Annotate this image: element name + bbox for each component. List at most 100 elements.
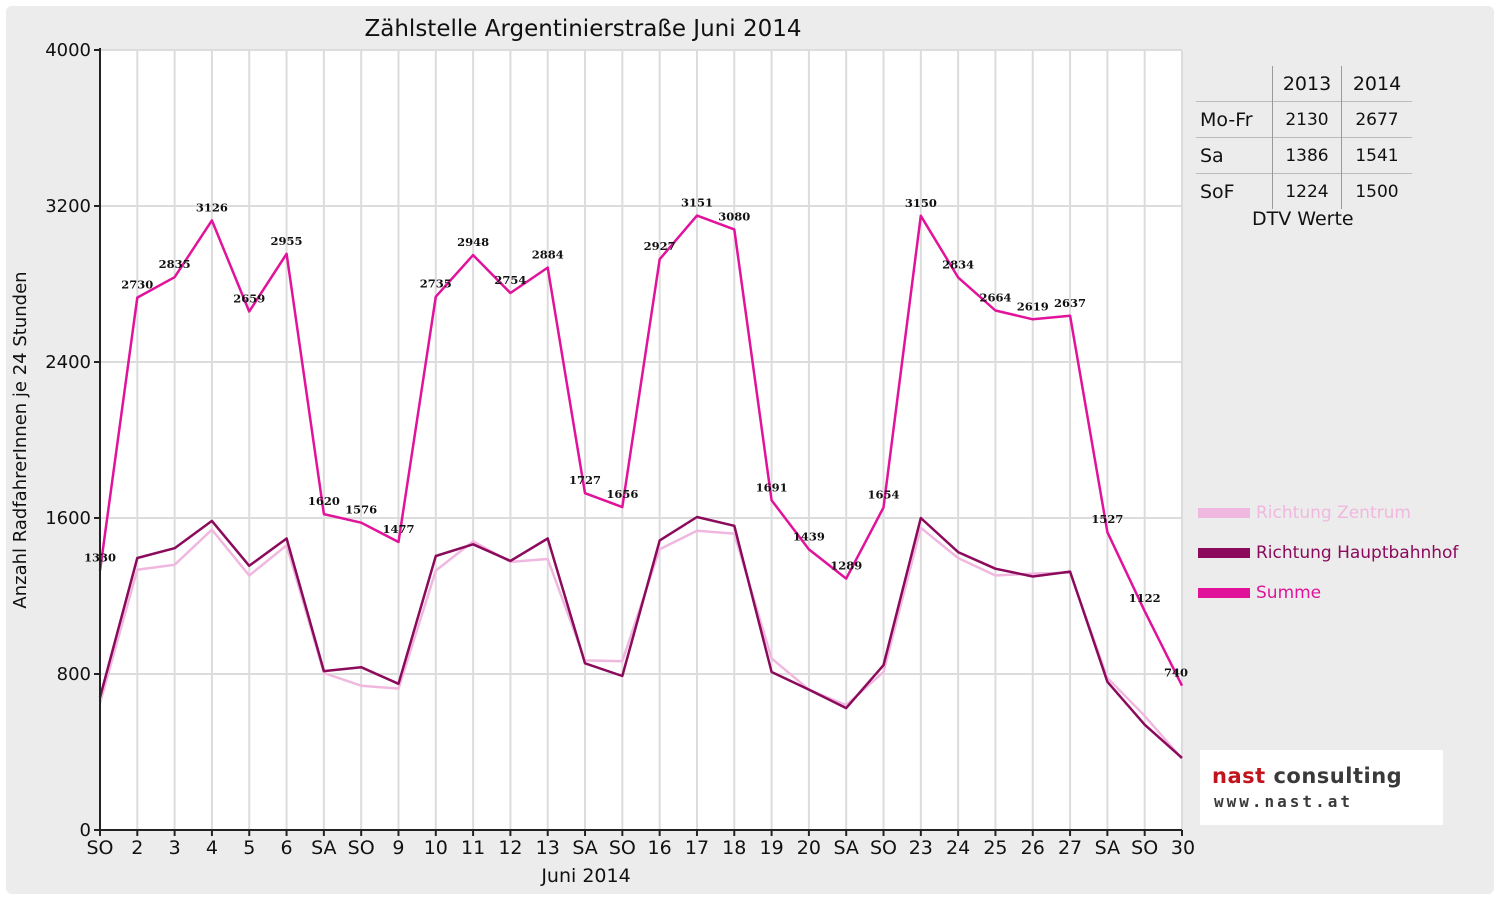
x-tick-label: 17 [685, 837, 709, 859]
data-label: 2730 [121, 278, 153, 292]
data-label: 2835 [159, 257, 191, 271]
x-tick-label: 26 [1021, 837, 1045, 859]
dtv-header-2014: 2014 [1341, 66, 1412, 102]
data-labels: 1330 2730 2835 3126 2659 2955 1620 1576 1477 2735… [84, 196, 1188, 680]
x-tick-label: 6 [281, 837, 293, 859]
x-tick-label: SO [86, 837, 113, 859]
company-logo: nast consulting www.nast.at [1200, 750, 1443, 825]
x-axis-label: Juni 2014 [540, 865, 630, 887]
data-label: 2735 [420, 277, 452, 291]
data-label: 2659 [233, 291, 265, 305]
chart-title: Zählstelle Argentinierstraße Juni 2014 [365, 16, 802, 42]
x-tick-label: 13 [536, 837, 560, 859]
x-tick-label: 25 [983, 837, 1007, 859]
data-label: 2637 [1054, 296, 1086, 310]
data-label: 1477 [382, 522, 414, 536]
logo-name-part1: nast [1212, 764, 1266, 788]
dtv-value-2013: 1386 [1272, 137, 1342, 174]
data-label: 3151 [681, 196, 713, 210]
x-tick-label: 18 [722, 837, 746, 859]
dtv-caption: DTV Werte [1252, 208, 1354, 230]
x-tick-label: SO [348, 837, 375, 859]
x-tick-label: SA [833, 837, 858, 859]
legend-label: Richtung Zentrum [1256, 503, 1411, 523]
dtv-header-empty [1196, 66, 1273, 102]
x-tick-label: SA [572, 837, 597, 859]
legend-label: Summe [1256, 583, 1322, 603]
data-label: 1330 [84, 551, 116, 565]
dtv-value-2013: 1224 [1272, 173, 1342, 209]
x-tick-label: 12 [498, 837, 522, 859]
x-tick-label: 27 [1058, 837, 1082, 859]
x-tick-label: 20 [797, 837, 821, 859]
legend-item-summe: Summe [1198, 573, 1458, 613]
dtv-row-label: Mo-Fr [1196, 101, 1273, 138]
x-tick-label: 30 [1171, 837, 1195, 859]
dtv-value-2014: 2677 [1341, 101, 1412, 138]
dtv-value-2013: 2130 [1272, 101, 1342, 138]
legend-item-zentrum: Richtung Zentrum [1198, 493, 1458, 533]
series-line-2 [98, 214, 1184, 687]
x-tick-label: SA [311, 837, 336, 859]
x-tick-label: 24 [946, 837, 970, 859]
data-label: 1122 [1129, 591, 1161, 605]
dtv-row-sa: Sa 1386 1541 [1196, 137, 1412, 174]
data-label: 2955 [271, 234, 303, 248]
y-tick-label: 0 [80, 820, 91, 841]
logo-name: nast consulting [1212, 764, 1402, 788]
x-tick-label: 10 [424, 837, 448, 859]
legend-swatch [1198, 548, 1250, 558]
data-label: 740 [1164, 666, 1188, 680]
dtv-row-mofr: Mo-Fr 2130 2677 [1196, 101, 1412, 138]
plot-area [100, 50, 1182, 830]
y-tick-label: 3200 [45, 196, 91, 217]
x-tick-label: 5 [243, 837, 255, 859]
data-label: 2948 [457, 235, 489, 249]
data-label: 3150 [905, 196, 937, 210]
series-line-1 [98, 515, 1183, 759]
y-axis-label: Anzahl RadfahrerInnen je 24 Stunden [10, 271, 31, 608]
data-label: 3080 [718, 209, 750, 223]
logo-url: www.nast.at [1214, 792, 1353, 811]
x-tick-label: 23 [909, 837, 933, 859]
data-label: 2884 [532, 248, 564, 262]
data-label: 1656 [606, 487, 638, 501]
data-label: 1576 [345, 503, 377, 517]
legend-swatch [1198, 588, 1250, 598]
dtv-value-2014: 1541 [1341, 137, 1412, 174]
x-tick-label: 16 [648, 837, 672, 859]
x-tick-label: 4 [206, 837, 218, 859]
data-label: 2927 [644, 239, 676, 253]
data-label: 2664 [979, 291, 1011, 305]
y-tick-label: 2400 [45, 352, 91, 373]
x-tick-label: SO [609, 837, 636, 859]
x-tick-label: 3 [169, 837, 181, 859]
x-tick-label: 19 [759, 837, 783, 859]
data-label: 2619 [1017, 299, 1049, 313]
dtv-row-sof: SoF 1224 1500 [1196, 173, 1412, 209]
y-tick-label: 1600 [45, 508, 91, 529]
logo-name-part2: consulting [1265, 764, 1403, 788]
dtv-table: 2013 2014 Mo-Fr 2130 2677 Sa 1386 1541 S… [1196, 66, 1412, 209]
gridlines [100, 49, 1183, 830]
data-label: 2754 [494, 273, 526, 287]
data-label: 1727 [569, 473, 601, 487]
dtv-value-2014: 1500 [1341, 173, 1412, 209]
y-tick-label: 800 [57, 664, 91, 685]
x-tick-label: 9 [392, 837, 404, 859]
legend: Richtung Zentrum Richtung Hauptbahnhof S… [1198, 493, 1458, 613]
x-tick-label: SA [1095, 837, 1120, 859]
data-label: 1691 [756, 480, 788, 494]
legend-item-hauptbahnhof: Richtung Hauptbahnhof [1198, 533, 1458, 573]
data-label: 1654 [868, 487, 900, 501]
data-label: 1620 [308, 494, 340, 508]
dtv-row-label: Sa [1196, 137, 1273, 174]
data-label: 3126 [196, 200, 228, 214]
data-label: 1439 [793, 529, 825, 543]
data-label: 1289 [830, 559, 862, 573]
x-tick-label: SO [870, 837, 897, 859]
legend-swatch [1198, 508, 1250, 518]
legend-label: Richtung Hauptbahnhof [1256, 543, 1459, 563]
